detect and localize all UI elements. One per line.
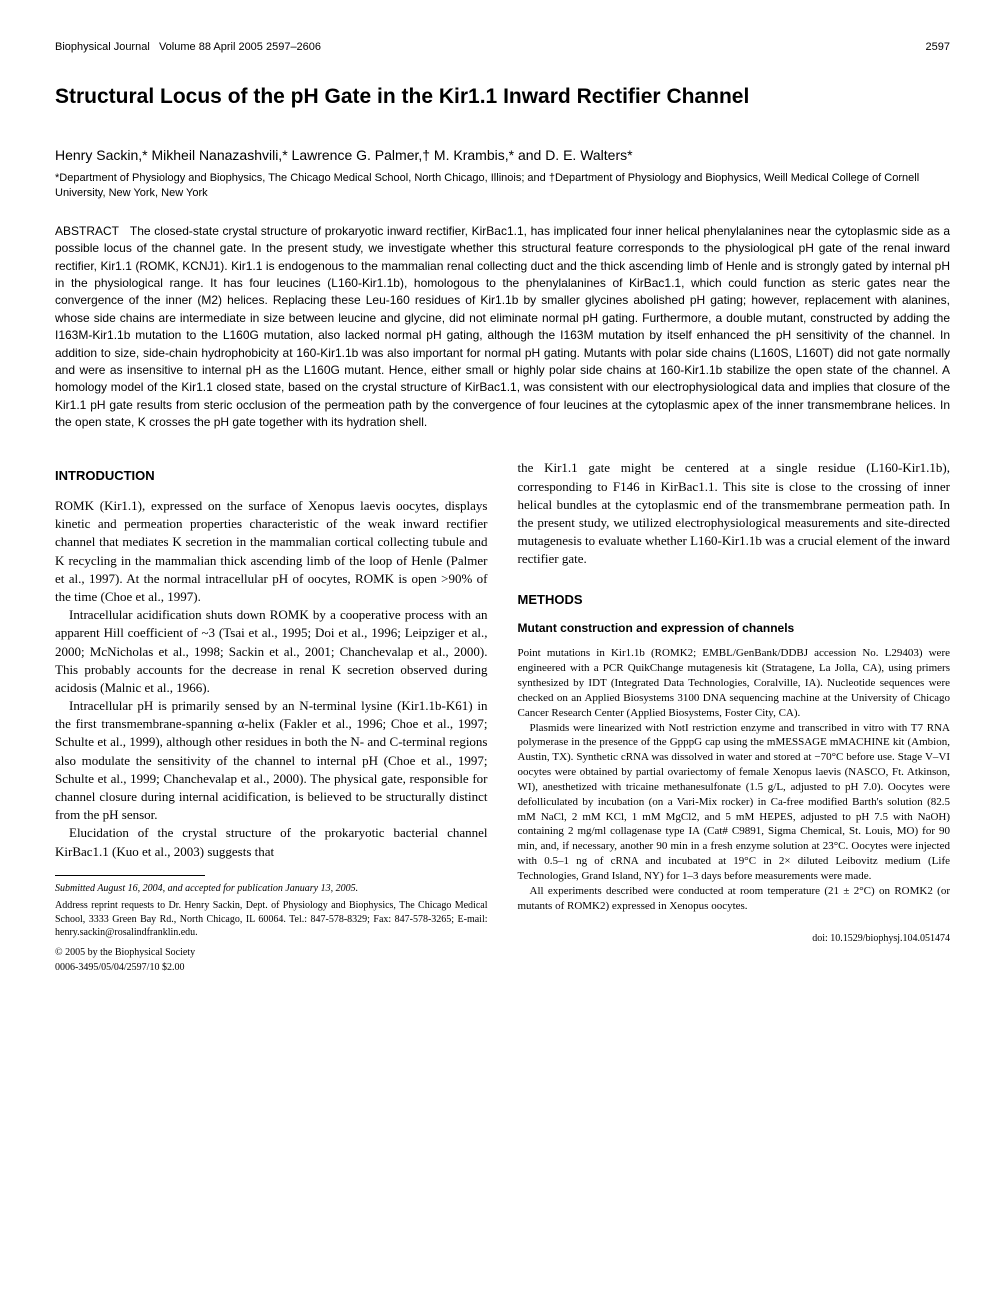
- footnote-address: Address reprint requests to Dr. Henry Sa…: [55, 899, 488, 940]
- doi-text: doi: 10.1529/biophysj.104.051474: [812, 932, 950, 946]
- left-column: INTRODUCTION ROMK (Kir1.1), expressed on…: [55, 459, 488, 974]
- doi-container: doi: 10.1529/biophysj.104.051474: [518, 932, 951, 946]
- abstract-text: The closed-state crystal structure of pr…: [55, 224, 950, 429]
- author-list: Henry Sackin,* Mikheil Nanazashvili,* La…: [55, 146, 950, 165]
- introduction-heading: INTRODUCTION: [55, 467, 488, 485]
- copyright-line: © 2005 by the Biophysical Society: [55, 946, 488, 960]
- methods-heading: METHODS: [518, 591, 951, 609]
- intro-paragraph-4: Elucidation of the crystal structure of …: [55, 824, 488, 860]
- abstract-label: ABSTRACT: [55, 224, 119, 238]
- affiliations: *Department of Physiology and Biophysics…: [55, 171, 950, 201]
- article-title: Structural Locus of the pH Gate in the K…: [55, 83, 950, 111]
- intro-paragraph-3: Intracellular pH is primarily sensed by …: [55, 697, 488, 824]
- intro-paragraph-1: ROMK (Kir1.1), expressed on the surface …: [55, 497, 488, 606]
- footnote-separator: [55, 875, 205, 876]
- footnote-submitted: Submitted August 16, 2004, and accepted …: [55, 882, 488, 896]
- doi-line: 0006-3495/05/04/2597/10 $2.00: [55, 961, 488, 975]
- intro-paragraph-2: Intracellular acidification shuts down R…: [55, 606, 488, 697]
- intro-paragraph-5: the Kir1.1 gate might be centered at a s…: [518, 459, 951, 568]
- journal-info: Biophysical Journal Volume 88 April 2005…: [55, 40, 321, 55]
- methods-paragraph-3: All experiments described were conducted…: [518, 884, 951, 914]
- abstract-section: ABSTRACT The closed-state crystal struct…: [55, 223, 950, 432]
- page-number: 2597: [926, 40, 950, 55]
- methods-paragraph-1: Point mutations in Kir1.1b (ROMK2; EMBL/…: [518, 646, 951, 720]
- methods-subheading: Mutant construction and expression of ch…: [518, 620, 951, 636]
- journal-code: 0006-3495/05/04/2597/10 $2.00: [55, 961, 184, 975]
- page-header: Biophysical Journal Volume 88 April 2005…: [55, 40, 950, 55]
- body-columns: INTRODUCTION ROMK (Kir1.1), expressed on…: [55, 459, 950, 974]
- methods-paragraph-2: Plasmids were linearized with NotI restr…: [518, 721, 951, 884]
- right-column: the Kir1.1 gate might be centered at a s…: [518, 459, 951, 974]
